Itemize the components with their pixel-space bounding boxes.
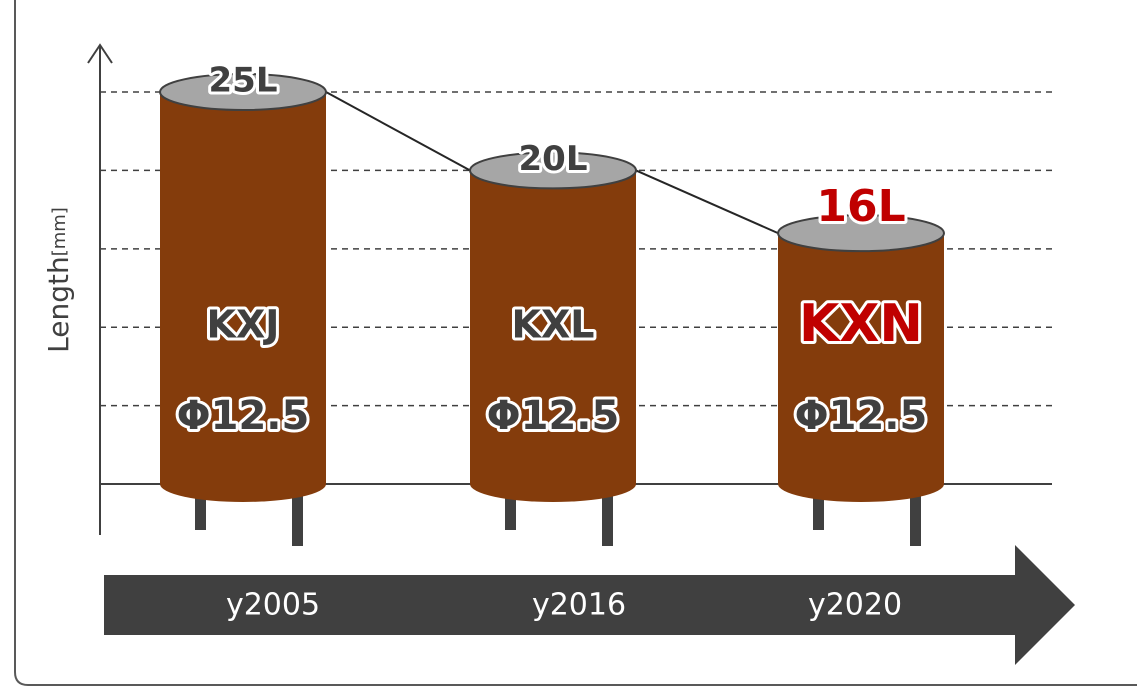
- y-unit-text: [mm]: [49, 207, 70, 256]
- y-axis-label: Length[mm]: [42, 207, 75, 353]
- cylinder: [778, 233, 944, 502]
- year-label: y2016: [532, 588, 626, 623]
- diameter: Φ12.5: [487, 393, 620, 439]
- trend-line: [326, 92, 470, 170]
- value-label: 20L: [519, 139, 588, 179]
- chart: Length[mm] 25L KXJ Φ12.5 y2005 20L KXL Φ12.5 y2…: [0, 0, 1137, 687]
- product-name: KXJ: [207, 303, 280, 347]
- year-label: y2005: [226, 588, 320, 623]
- product-name: KXN: [799, 294, 923, 354]
- value-label: 25L: [209, 61, 278, 101]
- year-label: y2020: [808, 588, 902, 623]
- trend-line: [636, 170, 778, 233]
- value-label: 16L: [816, 181, 905, 232]
- cylinder: [160, 92, 326, 502]
- y-label-text: Length: [42, 256, 75, 353]
- diameter: Φ12.5: [177, 393, 310, 439]
- diameter: Φ12.5: [795, 393, 928, 439]
- product-name: KXL: [512, 303, 595, 347]
